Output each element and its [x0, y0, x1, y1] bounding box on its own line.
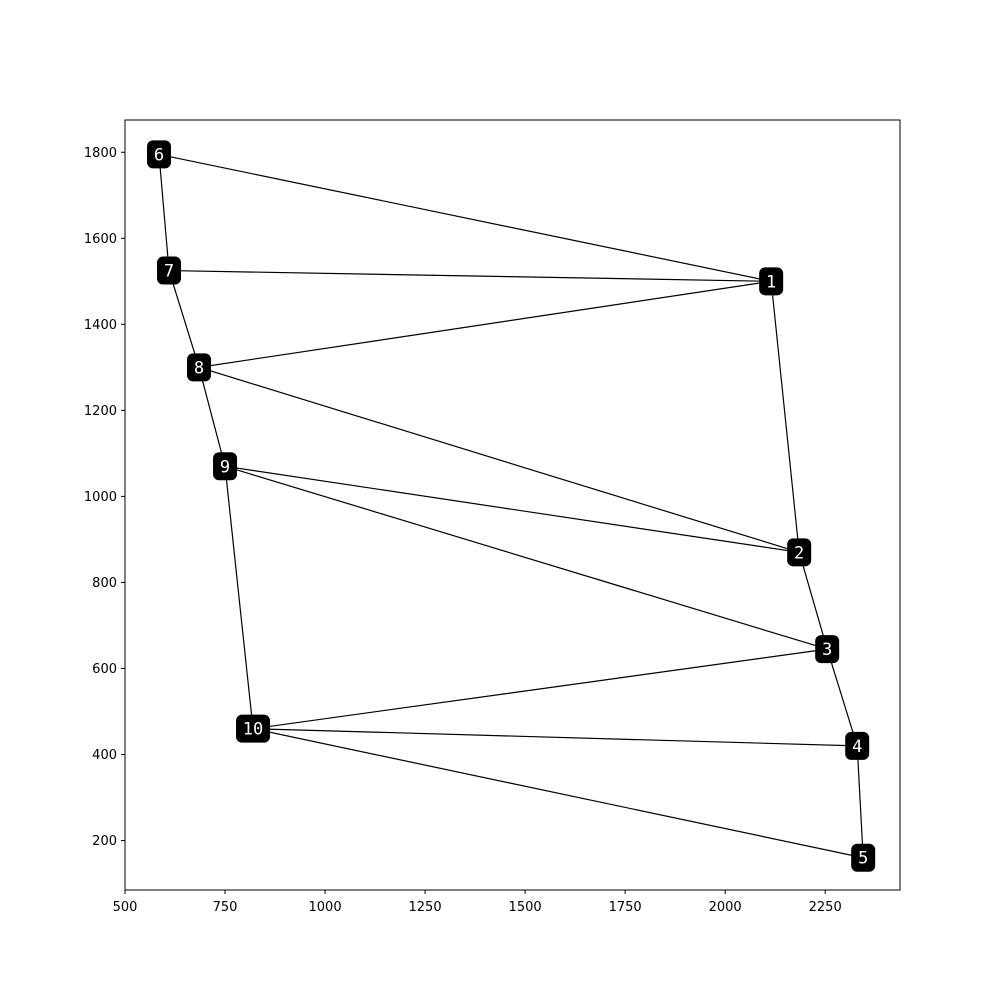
- node-label: 3: [822, 640, 832, 660]
- node-box: [236, 714, 271, 743]
- node-label: 8: [194, 358, 204, 378]
- y-tick-label: 400: [92, 748, 117, 763]
- edge-3-4: [826, 648, 858, 747]
- node-6: 6: [147, 140, 172, 169]
- x-tick-label: 1250: [409, 900, 442, 915]
- edge-10-5: [252, 728, 864, 859]
- edge-7-8: [168, 270, 200, 368]
- y-tick-label: 800: [92, 576, 117, 591]
- x-tick-label: 750: [213, 900, 238, 915]
- node-box: [759, 267, 784, 296]
- edge-8-2: [198, 366, 800, 553]
- node-label: 1: [766, 272, 776, 292]
- edge-3-10: [252, 648, 828, 730]
- plot-frame: [124, 119, 901, 891]
- x-tick-label: 1750: [609, 900, 642, 915]
- node-label: 6: [154, 145, 164, 165]
- y-tick-label: 1200: [84, 404, 117, 419]
- y-tick-label: 1000: [84, 490, 117, 505]
- edges-layer: [158, 153, 864, 859]
- node-box: [213, 452, 238, 481]
- x-tick-label: 2250: [809, 900, 842, 915]
- edge-6-7: [158, 154, 170, 271]
- node-box: [851, 843, 876, 872]
- node-8: 8: [187, 353, 212, 382]
- node-label: 10: [243, 720, 263, 740]
- node-1: 1: [759, 267, 784, 296]
- x-tick-label: 1500: [509, 900, 542, 915]
- node-box: [845, 731, 870, 760]
- nodes-layer: 1 2 3 4 5 6 7 8 9 10: [147, 140, 876, 872]
- edge-2-3: [798, 552, 828, 650]
- node-label: 9: [220, 457, 230, 477]
- node-3: 3: [815, 635, 840, 664]
- y-tick-label: 200: [92, 834, 117, 849]
- y-tick-label: 1800: [84, 146, 117, 161]
- node-4: 4: [845, 731, 870, 760]
- x-axis: 500 750 1000 1250 1500 1750 2000 2250: [113, 890, 842, 915]
- edge-10-4: [253, 728, 858, 747]
- edge-8-1: [198, 280, 772, 368]
- node-box: [787, 538, 812, 567]
- node-box: [147, 140, 172, 169]
- node-2: 2: [787, 538, 812, 567]
- node-box: [187, 353, 212, 382]
- node-label: 7: [164, 262, 174, 282]
- node-label: 4: [852, 737, 862, 757]
- x-tick-label: 2000: [709, 900, 742, 915]
- node-9: 9: [213, 452, 238, 481]
- edge-8-9: [198, 367, 226, 467]
- y-tick-label: 1400: [84, 318, 117, 333]
- edge-4-5: [856, 745, 864, 858]
- node-label: 2: [794, 543, 804, 563]
- x-tick-label: 1000: [309, 900, 342, 915]
- node-box: [157, 256, 182, 285]
- node-10: 10: [236, 714, 271, 743]
- y-tick-label: 600: [92, 662, 117, 677]
- y-tick-label: 1600: [84, 232, 117, 247]
- edge-9-3: [224, 465, 828, 650]
- x-tick-label: 500: [113, 900, 138, 915]
- node-box: [815, 635, 840, 664]
- y-axis: 200 400 600 800 1000 1200 1400 1600 1800: [84, 146, 125, 849]
- edge-7-1: [169, 269, 772, 282]
- edge-9-10: [224, 466, 254, 729]
- edge-6-1: [158, 153, 772, 282]
- edge-9-2: [224, 465, 800, 553]
- edge-1-2: [770, 281, 800, 553]
- node-label: 5: [858, 849, 868, 869]
- node-5: 5: [851, 843, 876, 872]
- node-7: 7: [157, 256, 182, 285]
